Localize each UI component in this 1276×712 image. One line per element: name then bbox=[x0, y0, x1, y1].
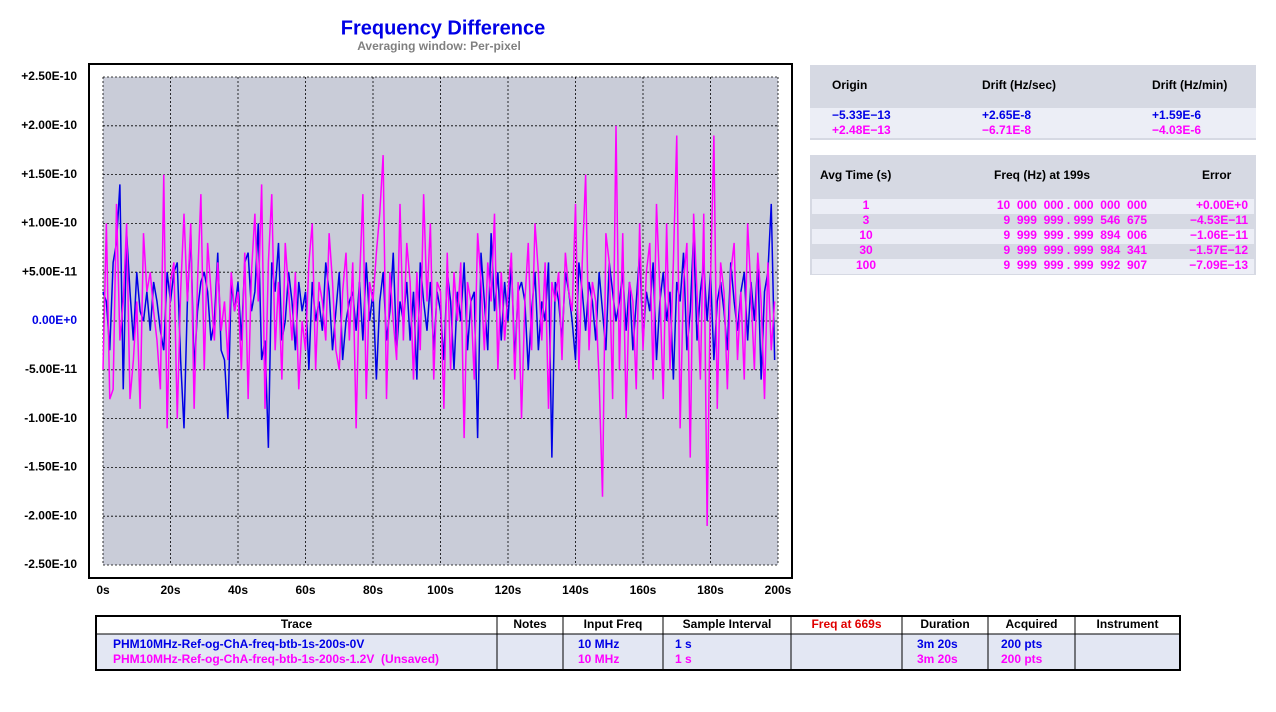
cell: 10 000 000 . 000 000 000 bbox=[997, 198, 1147, 212]
column-header: Freq (Hz) at 199s bbox=[994, 168, 1090, 182]
chart-subtitle: Averaging window: Per-pixel bbox=[357, 39, 521, 53]
column-header: Origin bbox=[832, 78, 867, 92]
cell: 3m 20s bbox=[917, 652, 958, 666]
cell: −1.06E−11 bbox=[1190, 228, 1248, 242]
x-tick-label: 160s bbox=[630, 583, 657, 597]
y-tick-label: -1.00E-10 bbox=[24, 411, 77, 425]
cell: −1.57E−12 bbox=[1189, 243, 1248, 257]
column-header: Sample Interval bbox=[683, 617, 772, 631]
series-line bbox=[102, 184, 776, 458]
cell: +1.59E-6 bbox=[1152, 108, 1201, 122]
cell: 1 s bbox=[675, 652, 692, 666]
chart-title: Frequency Difference bbox=[341, 17, 546, 39]
trace-table-header bbox=[97, 617, 1179, 634]
y-tick-label: -2.50E-10 bbox=[24, 557, 77, 571]
cell: 200 pts bbox=[1001, 652, 1043, 666]
row-stripe bbox=[812, 244, 1254, 259]
cell: 10 MHz bbox=[578, 652, 619, 666]
column-header: Duration bbox=[920, 617, 969, 631]
x-tick-label: 60s bbox=[295, 583, 315, 597]
cell: 3m 20s bbox=[917, 637, 958, 651]
x-tick-label: 100s bbox=[427, 583, 454, 597]
column-header: Acquired bbox=[1005, 617, 1057, 631]
column-header: Avg Time (s) bbox=[820, 168, 891, 182]
column-header: Freq at 669s bbox=[811, 617, 881, 631]
cell: 100 bbox=[856, 258, 876, 272]
column-header: Trace bbox=[281, 617, 313, 631]
column-header: Error bbox=[1202, 168, 1232, 182]
cell: 9 999 999 . 999 992 907 bbox=[1004, 258, 1148, 272]
cell: +0.00E+0 bbox=[1196, 198, 1248, 212]
cell: −7.09E−13 bbox=[1189, 258, 1248, 272]
column-header: Input Freq bbox=[584, 617, 643, 631]
y-tick-label: -2.00E-10 bbox=[24, 508, 77, 522]
cell: 1 bbox=[863, 198, 870, 212]
column-header: Notes bbox=[513, 617, 547, 631]
y-tick-label: -5.00E-11 bbox=[25, 362, 77, 376]
y-tick-label: +5.00E-11 bbox=[22, 264, 77, 278]
cell: −5.33E−13 bbox=[832, 108, 891, 122]
x-tick-label: 140s bbox=[562, 583, 589, 597]
x-tick-label: 0s bbox=[96, 583, 110, 597]
x-tick-label: 80s bbox=[363, 583, 383, 597]
row-stripe bbox=[812, 229, 1254, 244]
x-tick-label: 120s bbox=[495, 583, 522, 597]
cell: +2.65E-8 bbox=[982, 108, 1031, 122]
y-tick-label: -1.50E-10 bbox=[24, 460, 77, 474]
x-tick-label: 40s bbox=[228, 583, 248, 597]
cell: 9 999 999 . 999 984 341 bbox=[1004, 243, 1148, 257]
x-tick-label: 20s bbox=[160, 583, 180, 597]
cell: 9 999 999 . 999 546 675 bbox=[1004, 213, 1148, 227]
cell: 10 bbox=[859, 228, 873, 242]
series-line bbox=[102, 125, 776, 526]
cell: −4.03E-6 bbox=[1152, 123, 1201, 137]
trace-name: PHM10MHz-Ref-og-ChA-freq-btb-1s-200s-1.2… bbox=[113, 652, 439, 666]
x-tick-label: 200s bbox=[765, 583, 792, 597]
column-header: Drift (Hz/min) bbox=[1152, 78, 1227, 92]
cell: 10 MHz bbox=[578, 637, 619, 651]
y-tick-label: +2.50E-10 bbox=[21, 69, 77, 83]
row-stripe bbox=[812, 259, 1254, 274]
row-stripe bbox=[810, 108, 1256, 138]
cell: 9 999 999 . 999 894 006 bbox=[1004, 228, 1148, 242]
y-tick-label: +1.50E-10 bbox=[21, 167, 77, 181]
y-tick-label: +2.00E-10 bbox=[21, 118, 77, 132]
cell: −6.71E-8 bbox=[982, 123, 1031, 137]
trace-name: PHM10MHz-Ref-og-ChA-freq-btb-1s-200s-0V bbox=[113, 637, 364, 651]
x-tick-label: 180s bbox=[697, 583, 724, 597]
row-stripe bbox=[812, 214, 1254, 229]
cell: 200 pts bbox=[1001, 637, 1043, 651]
cell: 30 bbox=[859, 243, 873, 257]
column-header: Drift (Hz/sec) bbox=[982, 78, 1056, 92]
cell: +2.48E−13 bbox=[832, 123, 891, 137]
y-tick-label: +1.00E-10 bbox=[21, 216, 77, 230]
cell: −4.53E−11 bbox=[1190, 213, 1248, 227]
cell: 1 s bbox=[675, 637, 692, 651]
cell: 3 bbox=[863, 213, 870, 227]
column-header: Instrument bbox=[1096, 617, 1158, 631]
row-stripe bbox=[812, 199, 1254, 214]
y-tick-label: 0.00E+0 bbox=[32, 313, 77, 327]
